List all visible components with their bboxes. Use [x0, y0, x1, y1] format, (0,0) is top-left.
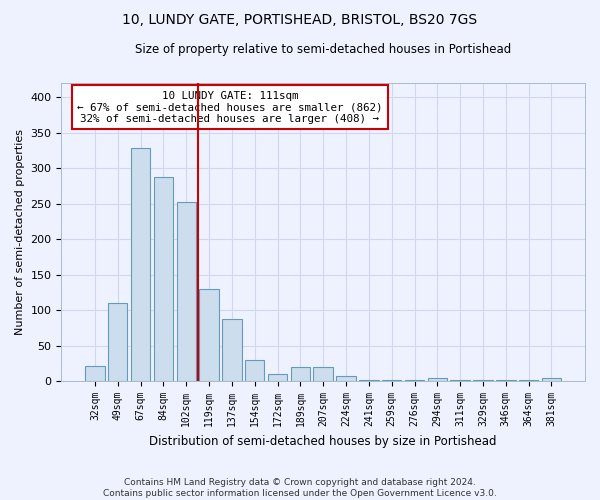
- Text: 10, LUNDY GATE, PORTISHEAD, BRISTOL, BS20 7GS: 10, LUNDY GATE, PORTISHEAD, BRISTOL, BS2…: [122, 12, 478, 26]
- Bar: [519, 380, 538, 381]
- Bar: [451, 380, 470, 381]
- Bar: [199, 289, 219, 381]
- Bar: [313, 367, 333, 381]
- Bar: [382, 380, 401, 381]
- Bar: [405, 380, 424, 381]
- Bar: [222, 318, 242, 381]
- Bar: [542, 378, 561, 381]
- Bar: [176, 202, 196, 381]
- Bar: [359, 380, 379, 381]
- X-axis label: Distribution of semi-detached houses by size in Portishead: Distribution of semi-detached houses by …: [149, 434, 497, 448]
- Bar: [108, 303, 127, 381]
- Bar: [245, 360, 265, 381]
- Title: Size of property relative to semi-detached houses in Portishead: Size of property relative to semi-detach…: [135, 42, 511, 56]
- Bar: [337, 376, 356, 381]
- Text: Contains HM Land Registry data © Crown copyright and database right 2024.
Contai: Contains HM Land Registry data © Crown c…: [103, 478, 497, 498]
- Bar: [496, 380, 515, 381]
- Y-axis label: Number of semi-detached properties: Number of semi-detached properties: [15, 129, 25, 335]
- Bar: [428, 378, 447, 381]
- Bar: [473, 380, 493, 381]
- Bar: [131, 148, 150, 381]
- Bar: [85, 366, 104, 381]
- Text: 10 LUNDY GATE: 111sqm
← 67% of semi-detached houses are smaller (862)
32% of sem: 10 LUNDY GATE: 111sqm ← 67% of semi-deta…: [77, 90, 383, 124]
- Bar: [154, 178, 173, 381]
- Bar: [290, 367, 310, 381]
- Bar: [268, 374, 287, 381]
